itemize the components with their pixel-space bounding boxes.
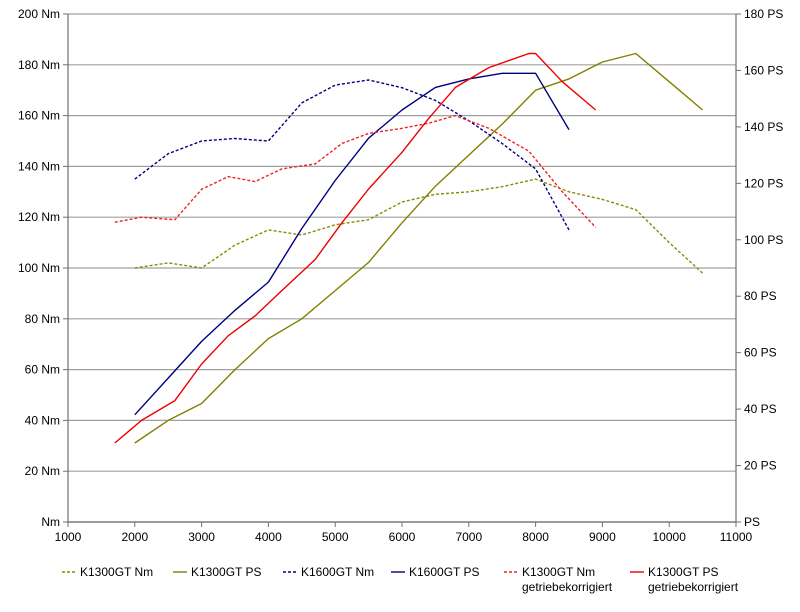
legend-label-4: K1600GT PS [409,565,480,579]
right-tick-label: 160 PS [744,63,783,77]
legend-label-2: K1300GT PS [191,565,262,579]
x-tick-label: 6000 [389,530,416,544]
left-tick-label: 140 Nm [18,159,60,173]
x-tick-label: 11000 [720,530,753,544]
x-tick-label: 5000 [322,530,349,544]
left-tick-label: Nm [41,515,60,529]
right-tick-label: 80 PS [744,289,777,303]
left-tick-label: 80 Nm [25,312,60,326]
series-line-5 [114,114,597,228]
legend: K1300GT Nm K1300GT PS K1600GT Nm K1600GT PS… [62,565,739,594]
right-tick-label: 180 PS [744,7,783,21]
series-line-1 [134,178,704,274]
legend-label-3: K1600GT Nm [301,565,374,579]
legend-label-5: K1300GT Nm [522,565,595,579]
left-tick-label: 40 Nm [25,413,60,427]
right-tick-label: PS [744,515,760,529]
series-line-3 [134,79,570,231]
x-tick-label: 7000 [455,530,482,544]
left-tick-label: 180 Nm [18,58,60,72]
left-tick-label: 60 Nm [25,363,60,377]
x-tick-label: 10000 [653,530,687,544]
x-tick-label: 1000 [55,530,82,544]
x-tick-label: 2000 [121,530,148,544]
x-tick-label: 8000 [522,530,549,544]
series-layer [114,52,704,444]
axes-layer: Nm 20 Nm 40 Nm 60 Nm 80 Nm 100 Nm 120 Nm 140 Nm… [18,7,783,544]
legend-label-6: K1300GT PS [648,565,719,579]
x-tick-label: 4000 [255,530,282,544]
series-line-6 [114,52,597,444]
left-tick-label: 100 Nm [18,261,60,275]
right-tick-label: 20 PS [744,459,777,473]
series-line-2 [134,52,704,444]
left-tick-label: 160 Nm [18,109,60,123]
x-tick-label: 3000 [188,530,215,544]
right-tick-label: 120 PS [744,176,783,190]
left-tick-label: 20 Nm [25,464,60,478]
series-line-4 [134,72,570,416]
x-tick-label: 9000 [589,530,616,544]
right-tick-label: 100 PS [744,233,783,247]
legend-label-5-line2: getriebekorrigiert [522,580,613,594]
legend-label-1: K1300GT Nm [80,565,153,579]
legend-label-6-line2: getriebekorrigiert [648,580,739,594]
left-tick-label: 120 Nm [18,210,60,224]
right-tick-label: 40 PS [744,402,777,416]
left-tick-label: 200 Nm [18,7,60,21]
grid-layer [68,13,736,523]
right-tick-label: 60 PS [744,346,777,360]
right-tick-label: 140 PS [744,120,783,134]
